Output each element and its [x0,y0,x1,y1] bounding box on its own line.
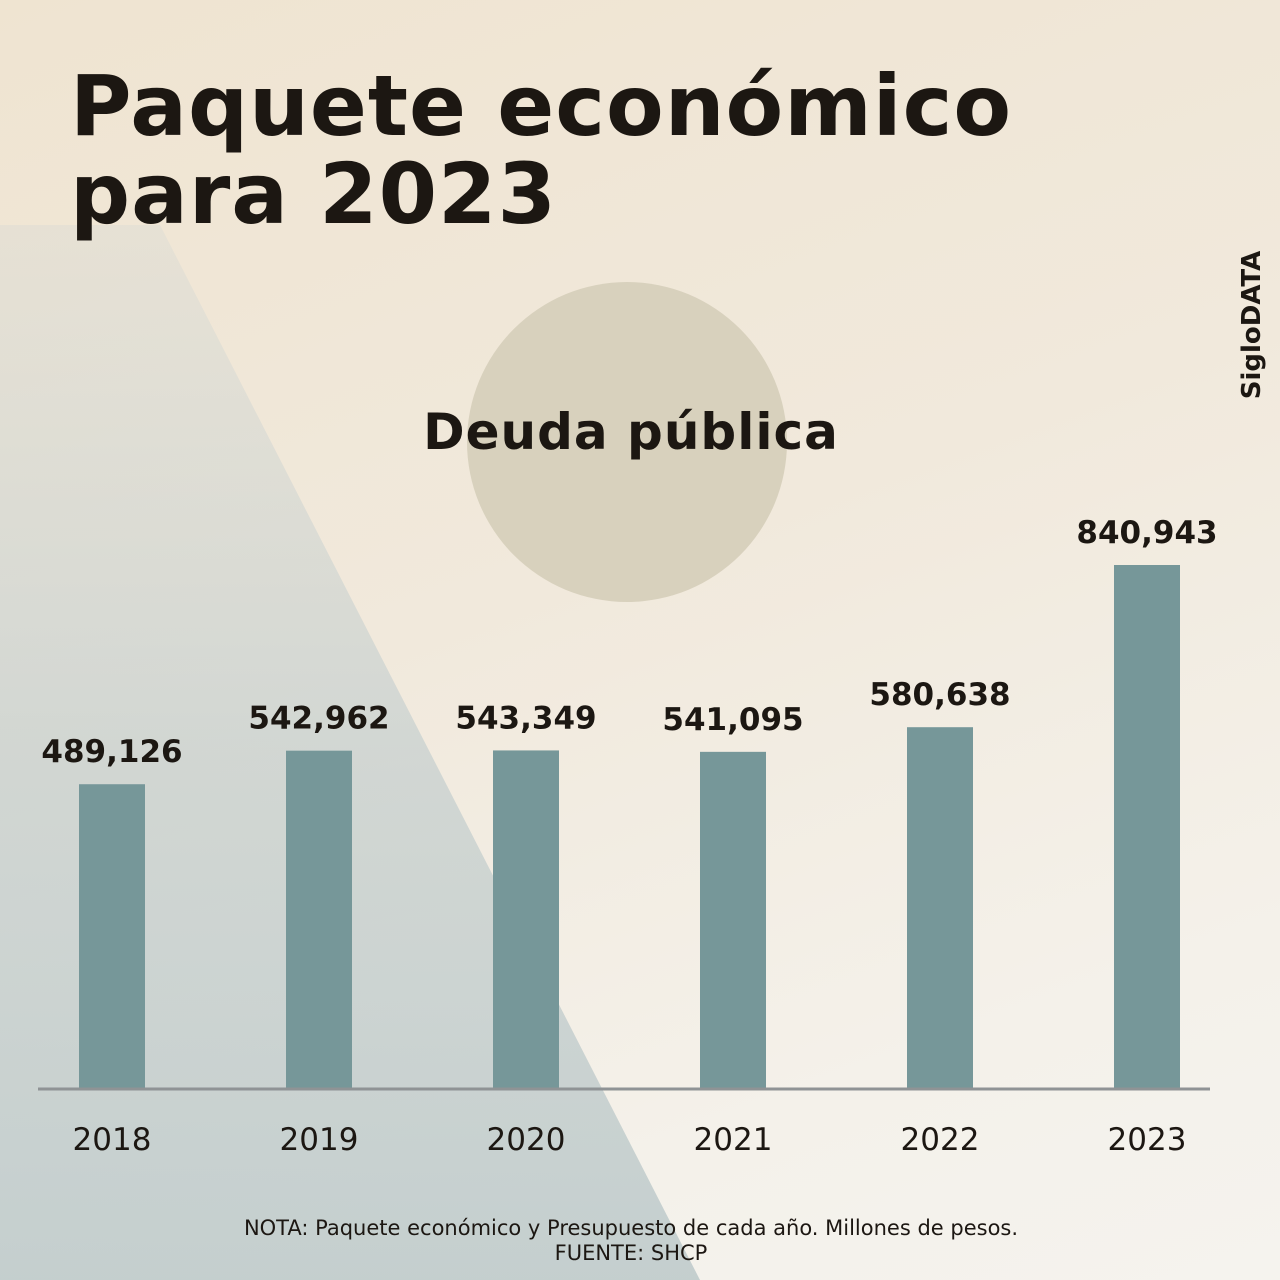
bar-2021 [700,751,766,1089]
bars-group [79,565,1180,1089]
category-label-2022: 2022 [901,1122,980,1158]
source-text: FUENTE: SHCP [554,1241,708,1265]
footnote: NOTA: Paquete económico y Presupuesto de… [0,1216,1262,1266]
category-label-2018: 2018 [73,1122,152,1158]
bar-2022 [907,727,973,1089]
value-label-2020: 543,349 [455,700,596,736]
title-line-2: para 2023 [70,145,557,243]
category-label-2020: 2020 [487,1122,566,1158]
note-text: NOTA: Paquete económico y Presupuesto de… [243,1216,1019,1240]
labels-group: 489,126 2018 542,962 2019 543,349 2020 541,095… [41,515,1217,1158]
title-line-1: Paquete económico [70,57,1013,155]
category-label-2019: 2019 [280,1122,359,1158]
page-title: Paquete económico para 2023 [70,62,1012,238]
bar-2020 [493,750,559,1089]
category-label-2023: 2023 [1108,1122,1187,1158]
value-label-2023: 840,943 [1076,515,1217,551]
value-label-2021: 541,095 [662,702,803,738]
value-label-2019: 542,962 [248,701,389,737]
bar-2023 [1114,565,1180,1089]
value-label-2018: 489,126 [41,734,182,770]
bar-2018 [79,784,145,1089]
category-label-2021: 2021 [694,1122,773,1158]
decorative-circle [467,282,787,602]
value-label-2022: 580,638 [869,677,1010,713]
bar-2019 [286,750,352,1089]
chart-title: Deuda pública [423,403,839,461]
